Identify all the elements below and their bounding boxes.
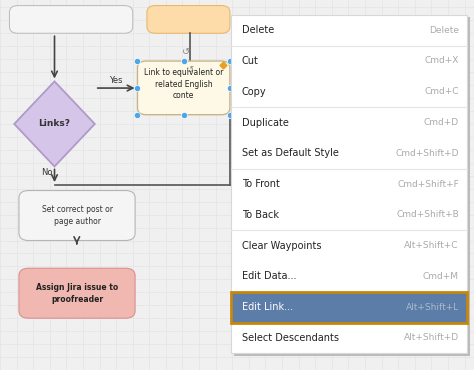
Text: Duplicate: Duplicate (242, 118, 289, 128)
Text: Assign Jira issue to
proofreader: Assign Jira issue to proofreader (36, 283, 118, 304)
FancyBboxPatch shape (147, 6, 230, 33)
Text: Cmd+Shift+B: Cmd+Shift+B (396, 211, 459, 219)
Text: Delete: Delete (429, 26, 459, 35)
Text: Cmd+C: Cmd+C (424, 87, 459, 96)
FancyBboxPatch shape (234, 17, 470, 356)
Text: Clear Waypoints: Clear Waypoints (242, 240, 321, 250)
Text: Cmd+D: Cmd+D (424, 118, 459, 127)
Text: Link to equivalent or
related English
conte: Link to equivalent or related English co… (144, 68, 223, 101)
FancyBboxPatch shape (9, 6, 133, 33)
FancyBboxPatch shape (19, 268, 135, 318)
Text: To Front: To Front (242, 179, 280, 189)
Text: Cmd+Shift+F: Cmd+Shift+F (397, 179, 459, 189)
Text: Alt+Shift+L: Alt+Shift+L (406, 303, 459, 312)
Text: Links?: Links? (38, 120, 71, 128)
FancyBboxPatch shape (231, 15, 467, 353)
Text: Alt+Shift+D: Alt+Shift+D (404, 333, 459, 343)
Text: To Back: To Back (242, 210, 279, 220)
Text: Yes: Yes (109, 76, 123, 85)
Text: Edit Link...: Edit Link... (242, 302, 293, 312)
Text: Cmd+Shift+D: Cmd+Shift+D (395, 149, 459, 158)
Text: ↺: ↺ (185, 65, 194, 75)
Text: Edit Data...: Edit Data... (242, 272, 296, 282)
Text: Set as Default Style: Set as Default Style (242, 148, 338, 158)
Text: Select Descendants: Select Descendants (242, 333, 339, 343)
Text: Alt+Shift+C: Alt+Shift+C (404, 241, 459, 250)
FancyBboxPatch shape (231, 292, 467, 323)
Text: Cmd+X: Cmd+X (424, 57, 459, 65)
Polygon shape (14, 81, 95, 166)
FancyBboxPatch shape (137, 61, 230, 115)
Text: No: No (41, 168, 52, 177)
Text: Cmd+M: Cmd+M (423, 272, 459, 281)
Text: Cut: Cut (242, 56, 259, 66)
Text: Set correct post or
page author: Set correct post or page author (42, 205, 112, 226)
Text: Delete: Delete (242, 25, 274, 35)
Text: Copy: Copy (242, 87, 266, 97)
FancyBboxPatch shape (19, 191, 135, 240)
Text: ↺: ↺ (182, 47, 190, 57)
